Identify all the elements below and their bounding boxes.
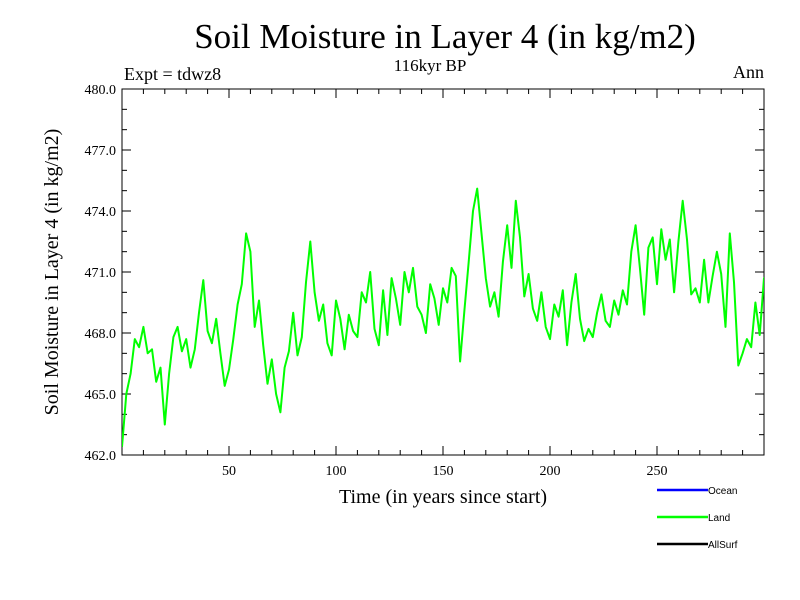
- x-tick-label: 250: [647, 464, 668, 479]
- x-axis-tick-labels: 50 100 150 200 250: [222, 464, 668, 479]
- legend: Ocean Land AllSurf: [657, 486, 738, 551]
- y-axis-tick-labels: 462.0 465.0 468.0 471.0 474.0 477.0 480.0: [85, 83, 117, 464]
- x-tick-label: 150: [433, 464, 454, 479]
- chart-title: Soil Moisture in Layer 4 (in kg/m2): [194, 17, 696, 56]
- y-tick-label: 468.0: [85, 327, 117, 342]
- chart-subtitle: 116kyr BP: [394, 56, 467, 75]
- series-line-land: [122, 187, 764, 447]
- plot-frame: [121, 88, 765, 456]
- x-axis-label: Time (in years since start): [339, 486, 547, 508]
- y-tick-label: 471.0: [85, 266, 117, 281]
- x-tick-label: 100: [326, 464, 347, 479]
- series-layer: [122, 187, 764, 447]
- y-tick-label: 462.0: [85, 449, 117, 464]
- y-tick-label: 465.0: [85, 388, 117, 403]
- chart-right-label: Ann: [733, 62, 764, 82]
- legend-label-land: Land: [708, 513, 730, 524]
- x-tick-label: 50: [222, 464, 236, 479]
- legend-label-allsurf: AllSurf: [708, 540, 738, 551]
- chart-left-label: Expt = tdwz8: [124, 64, 221, 84]
- axis-ticks: [122, 89, 764, 455]
- y-tick-label: 477.0: [85, 144, 117, 159]
- x-tick-label: 200: [540, 464, 561, 479]
- legend-label-ocean: Ocean: [708, 486, 737, 497]
- y-axis-label: Soil Moisture in Layer 4 (in kg/m2): [41, 129, 63, 416]
- y-tick-label: 474.0: [85, 205, 117, 220]
- y-tick-label: 480.0: [85, 83, 117, 98]
